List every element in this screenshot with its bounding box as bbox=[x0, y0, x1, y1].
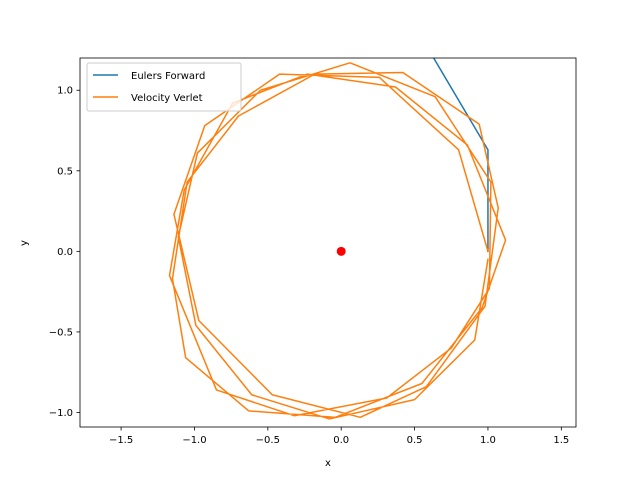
x-tick-label: 0.5 bbox=[407, 435, 423, 446]
x-tick-label: 0.0 bbox=[333, 435, 349, 446]
origin-marker-point bbox=[336, 246, 346, 256]
y-tick-label: 0.5 bbox=[57, 166, 73, 177]
y-axis-ticks: −1.0 −0.5 0.0 0.5 1.0 bbox=[49, 86, 80, 419]
y-tick-label: −1.0 bbox=[49, 408, 73, 419]
plot-frame bbox=[79, 57, 577, 428]
x-axis-ticks: −1.5 −1.0 −0.5 0.0 0.5 1.0 1.5 bbox=[109, 427, 569, 446]
x-tick-label: −0.5 bbox=[256, 435, 280, 446]
legend-label-velocity-verlet: Velocity Verlet bbox=[131, 93, 203, 104]
legend-label-eulers-forward: Eulers Forward bbox=[131, 71, 205, 82]
x-axis-label: x bbox=[325, 458, 331, 469]
legend-box bbox=[86, 62, 242, 112]
x-tick-label: 1.0 bbox=[480, 435, 496, 446]
x-tick-label: −1.5 bbox=[109, 435, 133, 446]
plot-area bbox=[80, 58, 576, 427]
marker-layer bbox=[336, 246, 346, 256]
x-tick-label: 1.5 bbox=[553, 435, 569, 446]
y-tick-label: 1.0 bbox=[57, 86, 73, 97]
y-tick-label: −0.5 bbox=[49, 327, 73, 338]
series-line-eulers-forward bbox=[432, 58, 489, 253]
legend: Eulers Forward Velocity Verlet bbox=[86, 62, 242, 112]
y-axis-label: y bbox=[19, 240, 30, 246]
x-tick-label: −1.0 bbox=[182, 435, 206, 446]
y-tick-label: 0.0 bbox=[57, 247, 73, 258]
